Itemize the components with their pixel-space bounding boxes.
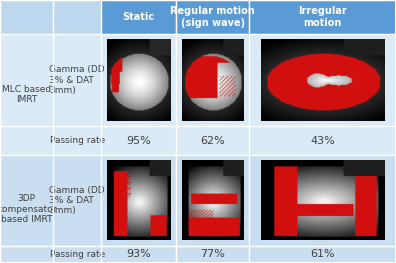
Bar [249, 0, 396, 34]
Bar [249, 155, 396, 246]
Bar [53, 155, 101, 246]
Bar [249, 246, 396, 263]
Text: 62%: 62% [200, 136, 225, 146]
Text: Gamma (DD
3% & DAT
3mm): Gamma (DD 3% & DAT 3mm) [50, 186, 105, 215]
Bar [101, 126, 176, 155]
Bar [53, 126, 101, 155]
Bar [101, 34, 176, 126]
Bar [176, 126, 249, 155]
Bar [101, 0, 176, 34]
Text: 95%: 95% [126, 136, 151, 146]
Bar [101, 246, 176, 263]
Text: MLC based
IMRT: MLC based IMRT [2, 85, 51, 104]
Bar [176, 246, 249, 263]
Text: Passing rate: Passing rate [50, 136, 105, 145]
Text: Passing rate: Passing rate [50, 250, 105, 259]
Bar [53, 246, 101, 263]
Bar [249, 126, 396, 155]
Bar [0, 246, 53, 263]
Bar [0, 126, 53, 155]
Text: Gamma (DD
3% & DAT
3mm): Gamma (DD 3% & DAT 3mm) [50, 65, 105, 95]
Text: 3DP
compensator
based IMRT: 3DP compensator based IMRT [0, 194, 56, 224]
Text: Regular motion
(sign wave): Regular motion (sign wave) [170, 6, 255, 28]
Bar [53, 34, 101, 126]
Text: 93%: 93% [126, 249, 151, 260]
Text: 61%: 61% [310, 249, 335, 260]
Bar [176, 155, 249, 246]
Text: 43%: 43% [310, 136, 335, 146]
Bar [101, 155, 176, 246]
Text: Static: Static [122, 12, 155, 22]
Bar [176, 0, 249, 34]
Bar [249, 34, 396, 126]
Bar [0, 0, 53, 34]
Text: 77%: 77% [200, 249, 225, 260]
Bar [53, 0, 101, 34]
Bar [0, 155, 53, 246]
Text: Irregular
motion: Irregular motion [298, 6, 347, 28]
Bar [176, 34, 249, 126]
Bar [0, 34, 53, 126]
